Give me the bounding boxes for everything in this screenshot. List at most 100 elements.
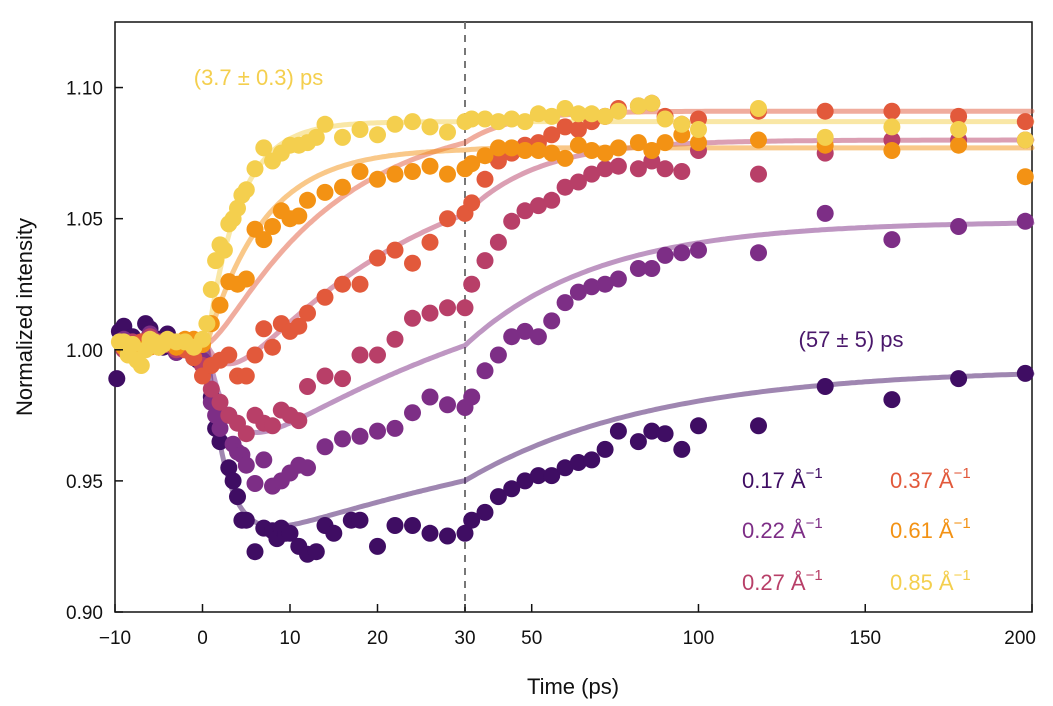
data-point — [369, 249, 386, 267]
data-point — [643, 260, 661, 277]
data-point — [316, 288, 334, 306]
y-tick-label: 1.10 — [66, 79, 103, 100]
data-point — [476, 362, 494, 380]
data-point — [299, 378, 316, 395]
data-point — [1016, 364, 1034, 382]
data-point — [237, 181, 255, 199]
data-point — [264, 417, 281, 435]
data-point — [404, 254, 421, 272]
data-point — [237, 456, 255, 474]
data-point — [463, 155, 481, 173]
data-point — [124, 336, 141, 353]
data-point — [404, 309, 421, 327]
data-point — [583, 105, 601, 123]
data-point — [529, 142, 547, 159]
annotations: (3.7 ± 0.3) ps (57 ± 5) ps — [194, 65, 904, 352]
y-tick-label: 0.90 — [66, 603, 103, 624]
data-point — [307, 128, 325, 146]
x-axis-title: Time (ps) — [527, 674, 619, 699]
legend-entry: 0.22 Å−1 — [742, 515, 823, 543]
data-point — [673, 163, 691, 180]
data-point — [246, 475, 264, 492]
data-point — [456, 299, 474, 317]
legend-entry: 0.27 Å−1 — [742, 567, 823, 595]
data-point — [583, 451, 601, 469]
data-point — [476, 503, 494, 521]
legend-label: 0.85 Å — [890, 570, 954, 595]
y-axis-title: Normalized intensity — [12, 218, 37, 416]
data-point — [215, 241, 233, 259]
data-point — [369, 346, 386, 364]
data-point — [750, 131, 767, 149]
legend-entry: 0.37 Å−1 — [890, 465, 971, 493]
data-point — [816, 204, 834, 222]
data-point — [516, 202, 534, 220]
data-point — [404, 404, 421, 422]
data-point — [476, 170, 494, 188]
data-point — [351, 121, 369, 138]
data-point — [529, 328, 547, 346]
data-point — [439, 123, 456, 141]
data-point — [369, 170, 386, 188]
data-point — [609, 102, 627, 120]
x-tick-label: −10 — [99, 628, 131, 649]
data-point — [463, 511, 481, 529]
legend-label: 0.61 Å — [890, 518, 954, 543]
legend-superscript: −1 — [954, 567, 971, 584]
data-point — [656, 110, 674, 128]
data-point — [950, 370, 968, 388]
data-point — [569, 105, 587, 123]
data-point — [1016, 131, 1034, 149]
legend-entry: 0.17 Å−1 — [742, 465, 823, 493]
data-point — [583, 165, 601, 183]
data-point — [369, 126, 386, 144]
data-point — [439, 210, 456, 228]
data-point — [476, 147, 494, 165]
data-point — [202, 281, 220, 298]
data-point — [883, 118, 901, 136]
data-point — [386, 517, 404, 534]
data-point — [386, 241, 404, 259]
x-tick-label: 100 — [683, 628, 715, 649]
data-point — [503, 110, 521, 128]
data-point — [211, 393, 229, 411]
data-point — [237, 511, 255, 529]
data-point — [629, 97, 647, 115]
data-point — [690, 241, 707, 259]
data-point — [569, 173, 587, 191]
x-tick-label: 200 — [1004, 628, 1036, 649]
data-point — [386, 330, 404, 348]
data-point — [596, 160, 614, 178]
data-point — [556, 149, 574, 167]
x-tick-label: 0 — [197, 628, 208, 649]
legend-entry: 0.85 Å−1 — [890, 567, 971, 595]
x-tick-label: 10 — [279, 628, 300, 649]
data-point — [609, 270, 627, 288]
data-point — [299, 459, 316, 477]
data-point — [299, 191, 316, 209]
data-point — [489, 113, 507, 131]
data-point — [750, 244, 767, 262]
data-point — [503, 212, 521, 230]
data-point — [489, 233, 507, 251]
data-point — [316, 367, 334, 385]
data-point — [476, 252, 494, 270]
data-point — [439, 396, 456, 414]
legend-superscript: −1 — [954, 515, 971, 532]
data-point — [316, 183, 334, 201]
data-point — [643, 422, 661, 440]
data-point — [656, 134, 674, 152]
data-point — [629, 134, 647, 152]
data-point — [351, 275, 369, 293]
legend-superscript: −1 — [806, 465, 823, 482]
data-point — [529, 467, 547, 485]
data-point — [883, 102, 901, 120]
x-tick-label: 20 — [367, 628, 388, 649]
data-point — [1016, 168, 1034, 186]
fit-time-annotation: (57 ± 5) ps — [799, 327, 904, 352]
data-point — [543, 312, 561, 330]
data-point — [516, 142, 534, 159]
data-point — [629, 160, 647, 178]
